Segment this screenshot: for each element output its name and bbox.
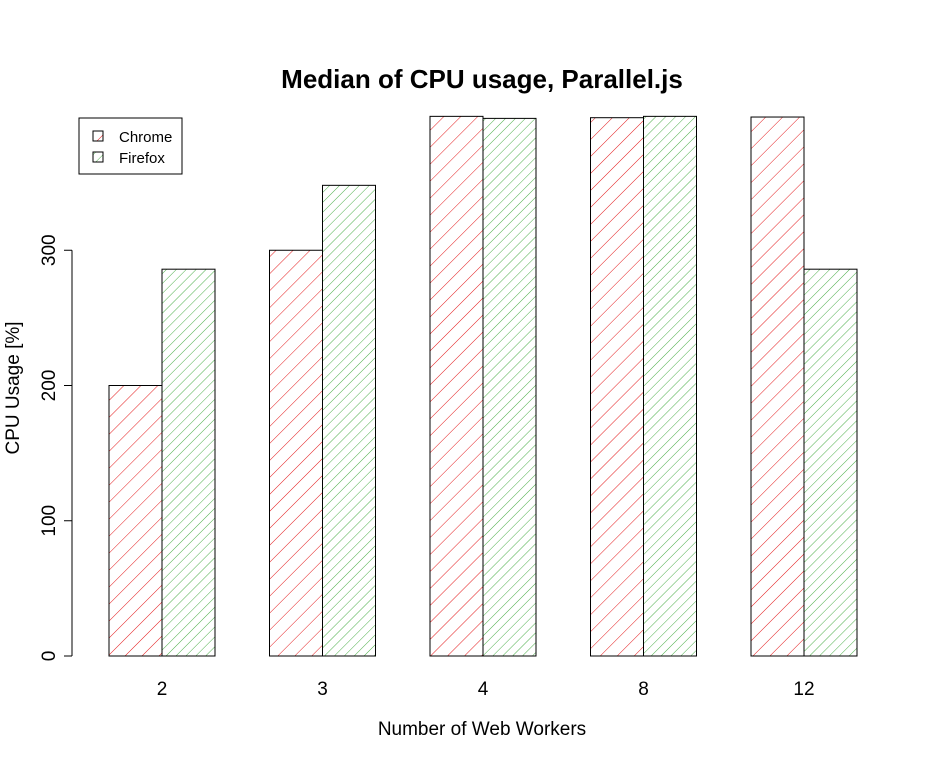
bar-firefox-8 (643, 115, 697, 657)
y-tick-label: 200 (39, 370, 60, 402)
legend-box (78, 117, 183, 175)
y-tick-label: 100 (39, 505, 60, 537)
legend-swatch-firefox (92, 151, 104, 163)
bar-firefox-12 (803, 268, 858, 657)
bar-chrome-2 (108, 385, 163, 657)
bar-chrome-8 (590, 117, 644, 657)
y-axis-label: CPU Usage [%] (3, 321, 24, 454)
bar-chrome-4 (429, 115, 484, 657)
y-tick-label: 300 (39, 234, 60, 266)
bar-firefox-3 (322, 184, 376, 657)
bar-firefox-2 (161, 268, 216, 657)
x-tick-label: 2 (157, 679, 168, 700)
bar-chrome-12 (750, 116, 805, 657)
bar-chrome-3 (269, 249, 323, 657)
chart-title: Median of CPU usage, Parallel.js (281, 64, 683, 94)
x-tick-label: 12 (793, 679, 814, 700)
bars (108, 115, 858, 657)
legend-label-firefox: Firefox (119, 150, 165, 167)
x-tick-label: 4 (478, 679, 489, 700)
x-tick-label: 8 (638, 679, 649, 700)
x-axis-label: Number of Web Workers (378, 719, 586, 740)
bar-firefox-4 (482, 117, 537, 657)
x-tick-label: 3 (317, 679, 328, 700)
legend-label-chrome: Chrome (119, 129, 172, 146)
y-axis: 0 100 200 300 (39, 234, 73, 662)
x-axis-ticks: 2 3 4 8 12 (157, 679, 815, 700)
legend: Chrome Firefox (78, 117, 183, 175)
legend-swatch-chrome (92, 130, 104, 142)
y-tick-label: 0 (39, 651, 60, 662)
